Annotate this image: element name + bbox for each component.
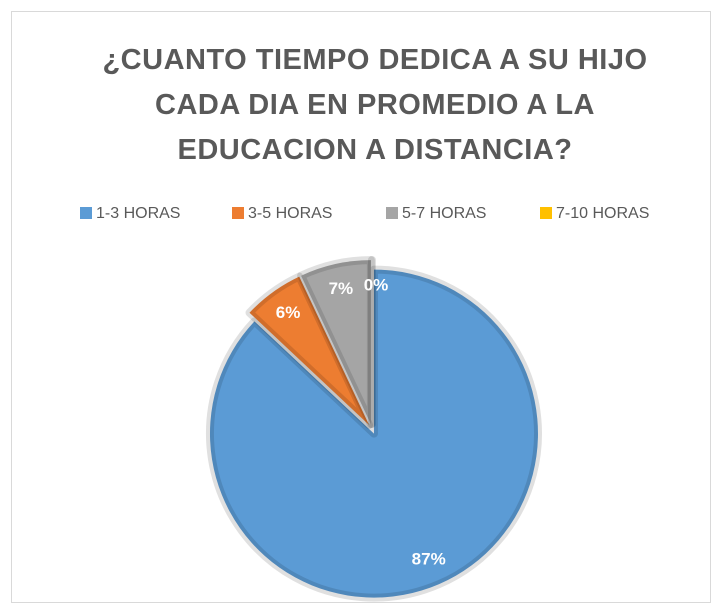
legend-swatch	[386, 207, 398, 219]
pie-slice-edge	[245, 272, 374, 429]
legend-swatch	[540, 207, 552, 219]
data-label: 87%	[412, 550, 446, 569]
pie-slice	[209, 269, 538, 598]
data-label: 6%	[276, 303, 301, 322]
pie-slice	[249, 276, 370, 425]
pie-slice	[301, 260, 371, 425]
chart-title: ¿CUANTO TIEMPO DEDICA A SU HIJO CADA DIA…	[102, 44, 648, 166]
pie-slice-edge	[206, 265, 542, 602]
pie-slice-edge	[297, 256, 375, 429]
legend-swatch	[232, 207, 244, 219]
legend-label: 7-10 HORAS	[556, 205, 649, 222]
legend-label: 5-7 HORAS	[402, 205, 486, 222]
legend-label: 1-3 HORAS	[96, 205, 180, 222]
legend-label: 3-5 HORAS	[248, 205, 332, 222]
legend-swatch	[80, 207, 92, 219]
data-label: 7%	[329, 279, 354, 298]
data-label: 0%	[364, 276, 389, 295]
chart-frame	[11, 11, 711, 603]
